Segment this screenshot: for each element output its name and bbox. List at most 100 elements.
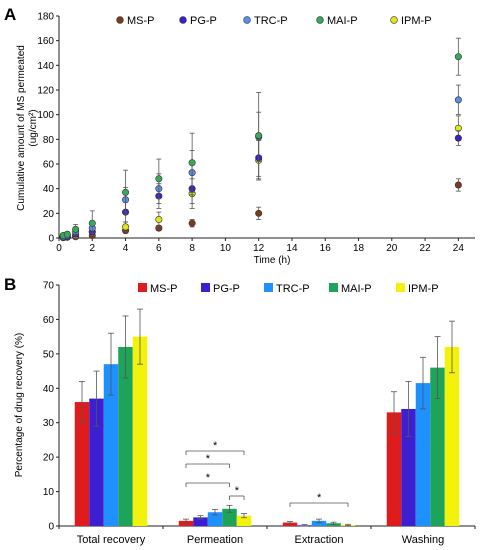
data-point-a	[63, 230, 71, 238]
category-label-b: Permeation	[187, 534, 243, 546]
x-tick-label-a: 8	[189, 243, 195, 254]
y-tick-label-b: 20	[43, 453, 55, 464]
significance-brackets: *****	[185, 440, 349, 507]
y-tick-label-a: 80	[43, 135, 55, 146]
x-axis-label-a: Time (h)	[254, 255, 291, 266]
legend-marker-a	[116, 16, 124, 24]
x-tick-label-a: 16	[320, 243, 332, 254]
legend-label-a: MS-P	[127, 15, 155, 27]
x-tick-label-a: 22	[420, 243, 432, 254]
y-tick-label-a: 0	[48, 234, 54, 245]
legend-label-a: IPM-P	[401, 15, 432, 27]
data-point-a	[454, 53, 462, 61]
y-axis-label-b: Percentage of drug recovery (%)	[14, 333, 25, 478]
legend-marker-a	[179, 16, 187, 24]
series-a-pg-p	[59, 130, 462, 241]
data-point-a	[155, 175, 163, 183]
y-axis-label-a-line1: Cumulative amount of MS permeated	[16, 45, 27, 211]
y-tick-label-b: 0	[48, 522, 54, 533]
data-point-a	[122, 188, 130, 196]
legend-b: MS-P PG-P TRC-P MAI-P IPM-P	[138, 283, 439, 295]
legend-label-a: MAI-P	[327, 15, 358, 27]
y-tick-label-b: 50	[43, 349, 55, 360]
bar-b	[282, 522, 298, 526]
legend-a: MS-P PG-P TRC-P MAI-P IPM-P	[116, 15, 432, 27]
legend-label-a: TRC-P	[254, 15, 288, 27]
x-tick-label-a: 12	[253, 243, 265, 254]
legend-label-a: PG-P	[190, 15, 217, 27]
significance-star: *	[213, 440, 218, 452]
series-b-pg-p	[89, 370, 416, 527]
bar-b	[444, 346, 460, 526]
y-tick-label-a: 140	[37, 61, 54, 72]
x-tick-label-a: 6	[156, 243, 162, 254]
x-tick-label-a: 14	[286, 243, 298, 254]
series-b-mai-p	[118, 315, 445, 526]
series-b-ipm-p	[132, 308, 460, 527]
series-a-mai-p	[59, 37, 462, 240]
legend-marker-b	[138, 283, 147, 292]
y-tick-label-a: 60	[43, 160, 55, 171]
legend-label-b: TRC-P	[276, 283, 310, 295]
bar-b	[132, 336, 148, 526]
y-tick-label-b: 30	[43, 418, 55, 429]
data-point-a	[255, 132, 263, 140]
bar-b	[311, 520, 327, 526]
legend-marker-b	[264, 283, 273, 292]
significance-star: *	[206, 472, 211, 484]
y-tick-label-b: 60	[43, 315, 55, 326]
x-tick-label-a: 2	[89, 243, 95, 254]
category-label-b: Total recovery	[77, 534, 146, 546]
bar-b	[103, 364, 119, 526]
bar-b	[401, 408, 416, 526]
data-point-a	[88, 219, 96, 227]
bar-b	[430, 367, 445, 526]
legend-marker-a	[243, 16, 251, 24]
legend-label-b: MS-P	[150, 283, 178, 295]
data-point-a	[454, 134, 462, 142]
series-b-trc-p	[103, 332, 431, 526]
data-point-a	[122, 223, 130, 231]
x-tick-label-a: 24	[453, 243, 465, 254]
significance-star: *	[206, 453, 211, 465]
series-a-ms-p	[59, 178, 462, 242]
bar-b	[193, 517, 208, 526]
legend-marker-b	[396, 283, 405, 292]
data-point-a	[188, 159, 196, 167]
y-tick-label-a: 100	[37, 110, 54, 121]
panel-label-b: B	[4, 275, 16, 294]
x-tick-label-a: 20	[386, 243, 398, 254]
significance-star: *	[317, 492, 322, 504]
panel-label-a: A	[4, 5, 16, 24]
data-point-a	[188, 219, 196, 227]
y-tick-label-b: 70	[43, 281, 55, 292]
x-tick-label-a: 4	[123, 243, 129, 254]
data-point-a	[454, 96, 462, 104]
y-tick-label-a: 120	[37, 86, 54, 97]
bar-b	[207, 512, 223, 526]
bar-b	[118, 346, 133, 526]
legend-label-b: MAI-P	[341, 283, 372, 295]
bar-b	[386, 412, 402, 526]
legend-label-b: IPM-P	[408, 283, 439, 295]
x-tick-label-a: 10	[220, 243, 232, 254]
data-point-a	[454, 181, 462, 189]
y-axis-label-a-line2: (ug/cm²)	[28, 109, 39, 146]
x-tick-label-a: 18	[353, 243, 365, 254]
y-tick-label-a: 20	[43, 209, 55, 220]
y-tick-label-a: 160	[37, 36, 54, 47]
drug-recovery-chart: 0 10 20 30 40 50 60 70 Total recovery Permeation E…	[43, 281, 476, 546]
bar-b	[74, 402, 90, 526]
bar-b	[236, 515, 252, 526]
legend-marker-b	[329, 283, 338, 292]
bar-b	[178, 520, 194, 526]
category-label-b: Washing	[402, 534, 444, 546]
significance-star: *	[235, 485, 240, 497]
bar-b	[415, 383, 431, 526]
bar-b	[89, 398, 104, 526]
legend-marker-a	[316, 16, 324, 24]
y-tick-label-b: 10	[43, 487, 55, 498]
legend-marker-a	[390, 16, 398, 24]
data-point-a	[72, 225, 80, 233]
